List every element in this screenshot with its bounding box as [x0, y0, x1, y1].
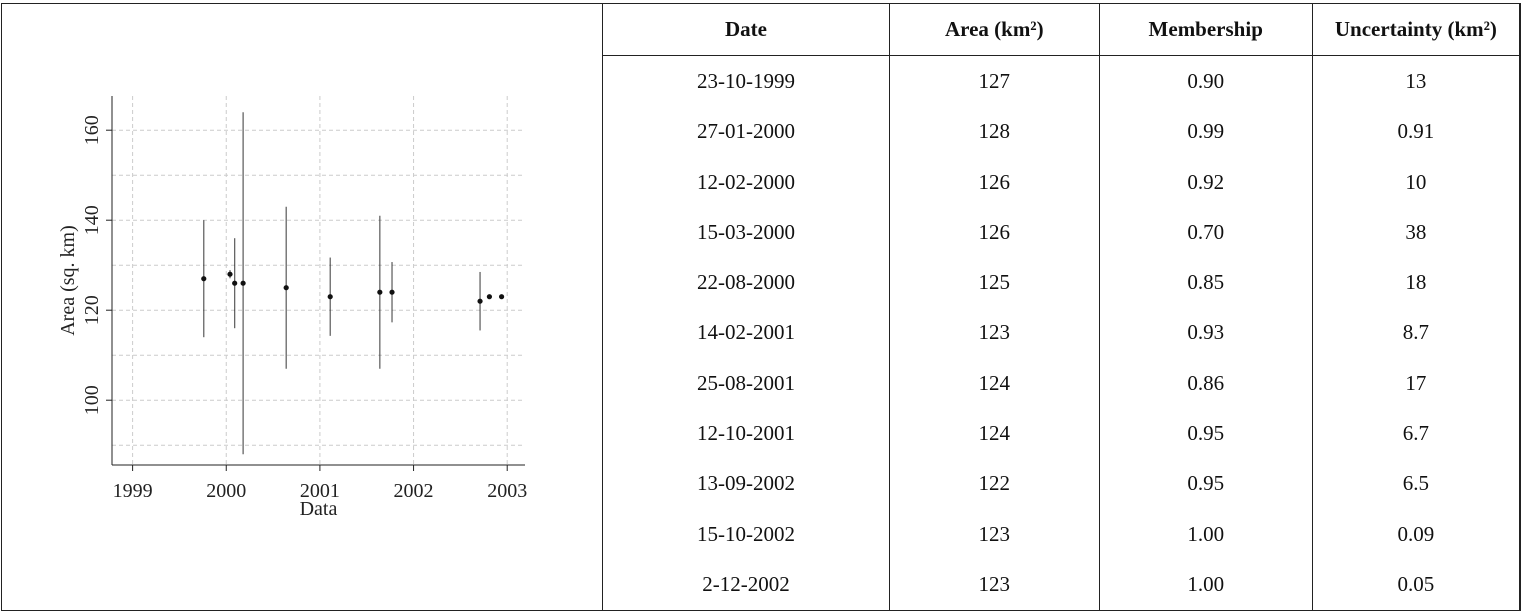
table-cell: 0.91 — [1311, 106, 1521, 158]
y-axis-label: Area (sq. km) — [57, 225, 79, 336]
table-cell: 13 — [1311, 55, 1521, 107]
table-cell: 23-10-1999 — [602, 55, 890, 107]
table-row: 15-03-2000 126 0.70 38 — [602, 207, 1521, 258]
point — [283, 285, 289, 291]
table-cell: 15-10-2002 — [602, 508, 890, 560]
table-cell: 0.85 — [1098, 257, 1313, 308]
column-header: Uncertainty (km²) — [1311, 3, 1521, 56]
point — [327, 294, 333, 300]
table-row: 2-12-2002 123 1.00 0.05 — [602, 559, 1521, 612]
table-cell: 123 — [888, 508, 1100, 560]
table-row: 22-08-2000 125 0.85 18 — [602, 257, 1521, 308]
y-tick-label: 120 — [81, 295, 103, 325]
x-tick-label: 1999 — [113, 480, 153, 502]
x-tick-label: 2003 — [487, 480, 527, 502]
table-cell: 0.70 — [1098, 207, 1313, 258]
table-cell: 123 — [888, 307, 1100, 359]
table-cell: 13-09-2002 — [602, 458, 890, 509]
x-tick-label: 2002 — [394, 480, 434, 502]
table-cell: 27-01-2000 — [602, 106, 890, 158]
x-tick-label: 2001 — [300, 480, 340, 502]
x-axis-label: Data — [300, 498, 338, 520]
point — [486, 294, 493, 300]
table-cell: 12-10-2001 — [602, 408, 890, 459]
data-table: Date Area (km²) Membership Uncertainty (km²… — [602, 3, 1521, 612]
column-header: Membership — [1098, 3, 1313, 56]
table-cell: 0.09 — [1311, 508, 1521, 560]
table-cell: 38 — [1311, 207, 1521, 258]
table-cell: 126 — [888, 157, 1100, 208]
x-tick-label: 2000 — [206, 480, 246, 502]
chart: 1999 2000 2001 2002 2003 100 120 140 160 Data Area… — [57, 96, 527, 520]
column-header: Date — [602, 3, 890, 56]
point — [498, 294, 505, 300]
table-cell: 128 — [888, 106, 1100, 158]
table-cell: 126 — [888, 207, 1100, 258]
table-cell: 0.93 — [1098, 307, 1313, 359]
column-header: Area (km²) — [888, 3, 1100, 56]
table-row: 27-01-2000 128 0.99 0.91 — [602, 106, 1521, 158]
table-cell: 0.95 — [1098, 408, 1313, 459]
table-cell: 6.5 — [1311, 458, 1521, 509]
table-row: 25-08-2001 124 0.86 17 — [602, 358, 1521, 409]
table-cell: 6.7 — [1311, 408, 1521, 459]
table-cell: 0.90 — [1098, 55, 1313, 107]
point — [201, 276, 207, 282]
table-cell: 0.92 — [1098, 157, 1313, 208]
table-cell: 10 — [1311, 157, 1521, 208]
table-cell: 0.86 — [1098, 358, 1313, 409]
table-row: 14-02-2001 123 0.93 8.7 — [602, 307, 1521, 359]
table-cell: 14-02-2001 — [602, 307, 890, 359]
y-tick-label: 140 — [81, 205, 103, 235]
table-cell: 0.95 — [1098, 458, 1313, 509]
point — [240, 280, 246, 286]
header-row: Date Area (km²) Membership Uncertainty (km²… — [602, 3, 1521, 56]
table-cell: 0.99 — [1098, 106, 1313, 158]
table-cell: 124 — [888, 408, 1100, 459]
table-cell: 127 — [888, 55, 1100, 107]
table-row: 15-10-2002 123 1.00 0.09 — [602, 508, 1521, 560]
table-cell: 25-08-2001 — [602, 358, 890, 409]
table-row: 23-10-1999 127 0.90 13 — [602, 55, 1521, 107]
table-row: 13-09-2002 122 0.95 6.5 — [602, 458, 1521, 509]
point — [377, 289, 383, 295]
table-cell: 18 — [1311, 257, 1521, 308]
point — [389, 289, 395, 295]
table-cell: 2-12-2002 — [602, 559, 890, 612]
table-cell: 17 — [1311, 358, 1521, 409]
table-row: 12-02-2000 126 0.92 10 — [602, 157, 1521, 208]
table-cell: 15-03-2000 — [602, 207, 890, 258]
table-cell: 123 — [888, 559, 1100, 612]
table-cell: 0.05 — [1311, 559, 1521, 612]
table-cell: 1.00 — [1098, 559, 1313, 612]
table-row: 12-10-2001 124 0.95 6.7 — [602, 408, 1521, 459]
point — [227, 271, 233, 277]
table-cell: 125 — [888, 257, 1100, 308]
table-cell: 22-08-2000 — [602, 257, 890, 308]
point — [477, 298, 483, 304]
table-cell: 1.00 — [1098, 508, 1313, 560]
table-cell: 8.7 — [1311, 307, 1521, 359]
table-cell: 124 — [888, 358, 1100, 409]
table-cell: 12-02-2000 — [602, 157, 890, 208]
table-cell: 122 — [888, 458, 1100, 509]
point — [232, 280, 238, 286]
y-tick-label: 160 — [81, 115, 103, 145]
y-tick-label: 100 — [81, 385, 103, 415]
